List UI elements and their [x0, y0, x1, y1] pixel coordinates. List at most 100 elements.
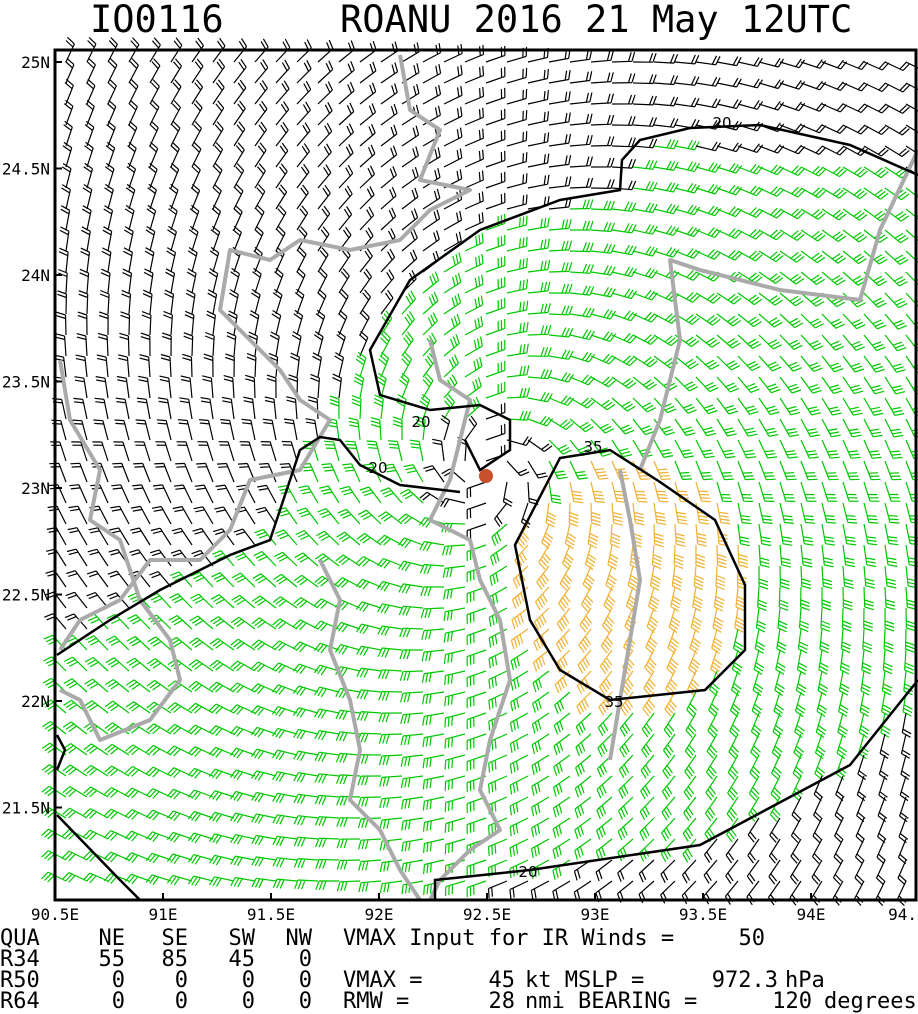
- wind-barb: [905, 208, 918, 220]
- wind-barb: [899, 796, 909, 823]
- wind-barb: [884, 460, 902, 481]
- wind-barb: [443, 334, 460, 357]
- wind-barb: [359, 123, 376, 147]
- wind-barb: [221, 396, 235, 420]
- table-cell: R64: [0, 989, 40, 1014]
- wind-barb: [638, 859, 655, 883]
- wind-barb: [127, 141, 137, 168]
- wind-barb: [509, 754, 529, 774]
- wind-barb: [590, 136, 615, 147]
- wind-barb: [506, 410, 532, 421]
- wind-barb: [423, 838, 445, 853]
- wind-barb: [359, 248, 373, 273]
- wind-barb: [737, 292, 763, 306]
- wind-barb: [399, 649, 423, 660]
- wind-barb: [140, 332, 151, 357]
- wind-barb: [149, 58, 161, 84]
- wind-barb: [590, 376, 616, 388]
- wind-barb: [747, 838, 760, 864]
- wind-barb: [254, 59, 269, 84]
- wind-barb: [876, 838, 886, 865]
- wind-barb: [84, 678, 109, 693]
- wind-barb: [130, 527, 151, 546]
- wind-barb: [399, 372, 410, 399]
- wind-barb: [856, 775, 867, 802]
- wind-barb: [527, 238, 550, 252]
- wind-barb: [336, 531, 361, 546]
- wind-barb: [554, 670, 571, 694]
- wind-barb: [649, 565, 661, 591]
- wind-barb: [863, 523, 878, 546]
- wind-barb: [149, 37, 161, 63]
- wind-barb: [401, 146, 419, 168]
- wind-barb: [251, 617, 277, 630]
- wind-barb: [141, 311, 152, 336]
- wind-barb: [758, 79, 785, 90]
- wind-barb: [293, 836, 319, 847]
- coastline: [58, 54, 472, 652]
- wind-barb: [548, 349, 574, 360]
- table-cell: 45: [489, 968, 516, 993]
- wind-barb: [254, 100, 268, 126]
- table-cell: RMW =: [343, 989, 409, 1014]
- wind-barb: [573, 880, 592, 902]
- wind-barb: [104, 743, 130, 756]
- wind-barb: [527, 153, 550, 168]
- wind-barb: [293, 772, 319, 783]
- wind-barb: [590, 439, 612, 457]
- wind-barb: [168, 183, 179, 210]
- wind-barb: [147, 636, 172, 651]
- wind-barb: [191, 100, 203, 126]
- wind-barb: [466, 607, 487, 625]
- wind-barb: [485, 255, 506, 273]
- wind-barb: [858, 712, 870, 739]
- wind-barb: [272, 288, 283, 315]
- wind-barb: [78, 290, 89, 315]
- wind-barb: [598, 691, 613, 716]
- wind-barb: [146, 679, 172, 693]
- wind-barb: [674, 439, 694, 459]
- wind-barb: [245, 374, 256, 399]
- wind-barb: [590, 93, 614, 105]
- wind-barb: [401, 83, 420, 105]
- wind-barb: [296, 80, 312, 105]
- wind-barb: [191, 141, 202, 168]
- wind-barb: [207, 289, 218, 315]
- wind-barb: [695, 98, 721, 109]
- wind-barb: [506, 215, 528, 231]
- wind-barb: [356, 689, 382, 700]
- wind-barb: [187, 767, 214, 779]
- wind-barb: [899, 775, 910, 802]
- wind-barb: [674, 226, 701, 238]
- wind-barb: [725, 859, 739, 885]
- wind-barb: [485, 213, 506, 231]
- wind-barb: [884, 82, 911, 93]
- wind-barb: [599, 649, 613, 675]
- wind-barb: [632, 181, 658, 192]
- contour: [368, 123, 918, 472]
- wind-barb: [146, 701, 172, 714]
- wind-barb: [105, 635, 130, 651]
- wind-barb: [561, 544, 574, 571]
- wind-barb: [68, 505, 88, 525]
- wind-barb: [184, 310, 195, 336]
- wind-barb: [62, 829, 88, 840]
- wind-barb: [293, 728, 319, 740]
- wind-barb: [674, 523, 686, 547]
- wind-barb: [103, 830, 130, 841]
- wind-barb: [485, 402, 506, 420]
- wind-barb: [208, 833, 235, 844]
- wind-barb: [842, 166, 868, 178]
- wind-barb: [489, 565, 508, 586]
- wind-barb: [771, 733, 783, 760]
- wind-barb: [832, 880, 844, 906]
- wind-barb: [904, 649, 915, 675]
- wind-barb: [757, 586, 768, 612]
- wind-barb: [569, 49, 593, 63]
- wind-barb: [793, 733, 805, 760]
- wind-barb: [884, 481, 901, 502]
- wind-barb: [229, 769, 256, 781]
- wind-barb: [553, 754, 571, 776]
- wind-barb: [837, 712, 848, 739]
- wind-barb: [905, 229, 918, 242]
